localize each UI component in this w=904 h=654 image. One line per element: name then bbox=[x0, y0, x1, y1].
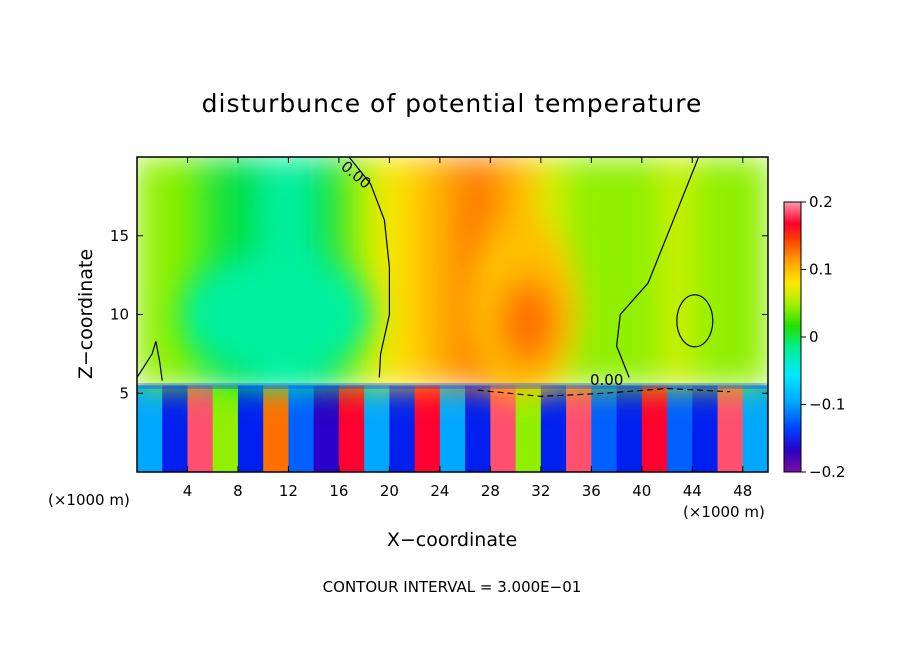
heatmap-cell bbox=[187, 385, 214, 472]
colorbar-ticks: −0.2 −0.1 0 0.1 0.2 bbox=[801, 193, 845, 481]
y-tick-label: 15 bbox=[110, 227, 129, 245]
x-tick-label: 12 bbox=[279, 482, 298, 500]
x-unit-left: (×1000 m) bbox=[48, 491, 130, 509]
x-tick-label: 20 bbox=[380, 482, 399, 500]
x-tick-label: 4 bbox=[183, 482, 193, 500]
y-axis-label: Z−coordinate bbox=[75, 249, 97, 379]
heatmap-features bbox=[180, 221, 577, 392]
heatmap-cell bbox=[665, 157, 695, 386]
heatmap-cell bbox=[414, 385, 441, 472]
colorbar-tick-label: −0.1 bbox=[809, 396, 845, 414]
contour-dashed bbox=[477, 387, 731, 398]
heatmap-field bbox=[137, 157, 768, 472]
heatmap-cell bbox=[137, 157, 165, 386]
interface-band bbox=[137, 383, 768, 388]
heatmap-cell bbox=[616, 385, 643, 472]
heatmap-cell bbox=[338, 385, 365, 472]
colorbar-tick-label: −0.2 bbox=[809, 463, 845, 481]
heatmap-cell bbox=[412, 157, 442, 386]
heatmap-cell bbox=[515, 385, 542, 472]
x-tick-label: 16 bbox=[329, 482, 348, 500]
heatmap-cell bbox=[160, 157, 190, 386]
heatmap-row bbox=[137, 385, 768, 472]
heatmap-cell bbox=[715, 157, 745, 386]
heatmap-cell bbox=[490, 385, 517, 472]
heatmap-cell bbox=[465, 385, 491, 472]
x-axis-label: X−coordinate bbox=[387, 529, 517, 551]
y-tick-label: 5 bbox=[119, 384, 129, 402]
heatmap-cell bbox=[742, 385, 768, 472]
contour-zero-right bbox=[615, 157, 700, 378]
x-tick-label: 40 bbox=[632, 482, 651, 500]
contour-interval-note: CONTOUR INTERVAL = 3.000E−01 bbox=[323, 578, 582, 596]
heatmap-cell bbox=[288, 385, 315, 472]
heatmap-cell bbox=[692, 385, 719, 472]
heatmap-cell bbox=[364, 385, 390, 472]
heatmap-cell bbox=[263, 385, 290, 472]
heatmap-cell bbox=[540, 385, 567, 472]
x-unit-right: (×1000 m) bbox=[683, 503, 765, 521]
heatmap-cell bbox=[237, 385, 264, 472]
contour-zero-left bbox=[348, 157, 390, 378]
colorbar-gradient bbox=[783, 201, 802, 473]
colorbar bbox=[783, 201, 802, 473]
heatmap-cell bbox=[437, 157, 468, 386]
heatmap-cell bbox=[591, 385, 618, 472]
chart-title: disturbunce of potential temperature bbox=[202, 89, 703, 118]
x-tick-label: 28 bbox=[481, 482, 500, 500]
heatmap-cell bbox=[162, 385, 189, 472]
heatmap-cell bbox=[212, 385, 239, 472]
heatmap-cell bbox=[439, 385, 466, 472]
x-tick-label: 8 bbox=[233, 482, 243, 500]
x-tick-label: 32 bbox=[531, 482, 550, 500]
colorbar-tick-label: 0.1 bbox=[809, 261, 833, 279]
colorbar-tick-label: 0 bbox=[809, 328, 819, 346]
x-axis-ticks: 4 8 12 16 20 24 28 32 36 40 44 48 bbox=[183, 157, 752, 500]
x-tick-label: 44 bbox=[683, 482, 702, 500]
x-tick-label: 36 bbox=[582, 482, 601, 500]
contour-lines bbox=[137, 157, 731, 398]
heatmap-cell bbox=[566, 385, 592, 472]
heatmap-cell bbox=[639, 157, 670, 386]
heatmap-cell bbox=[740, 157, 768, 386]
heatmap-cell bbox=[387, 157, 417, 386]
heatmap-cell bbox=[717, 385, 744, 472]
heatmap-cell bbox=[389, 385, 416, 472]
heatmap-cell bbox=[667, 385, 693, 472]
contour-label: 0.00 bbox=[590, 371, 623, 389]
y-axis-ticks: 5 10 15 bbox=[110, 227, 768, 402]
x-tick-label: 24 bbox=[430, 482, 449, 500]
heatmap-cell bbox=[614, 157, 644, 386]
warm-core-center bbox=[498, 277, 559, 368]
heatmap-cell bbox=[589, 157, 619, 386]
contour-left-edge bbox=[137, 341, 163, 381]
heatmap-cell bbox=[641, 385, 668, 472]
y-tick-label: 10 bbox=[110, 306, 129, 324]
x-tick-label: 48 bbox=[733, 482, 752, 500]
contour-closed bbox=[676, 294, 714, 348]
cool-region bbox=[180, 254, 371, 375]
heatmap-cell bbox=[362, 157, 392, 386]
colorbar-tick-label: 0.2 bbox=[809, 193, 833, 211]
heatmap-cell bbox=[690, 157, 720, 386]
heatmap-cell bbox=[313, 385, 340, 472]
heatmap-cell bbox=[137, 385, 163, 472]
